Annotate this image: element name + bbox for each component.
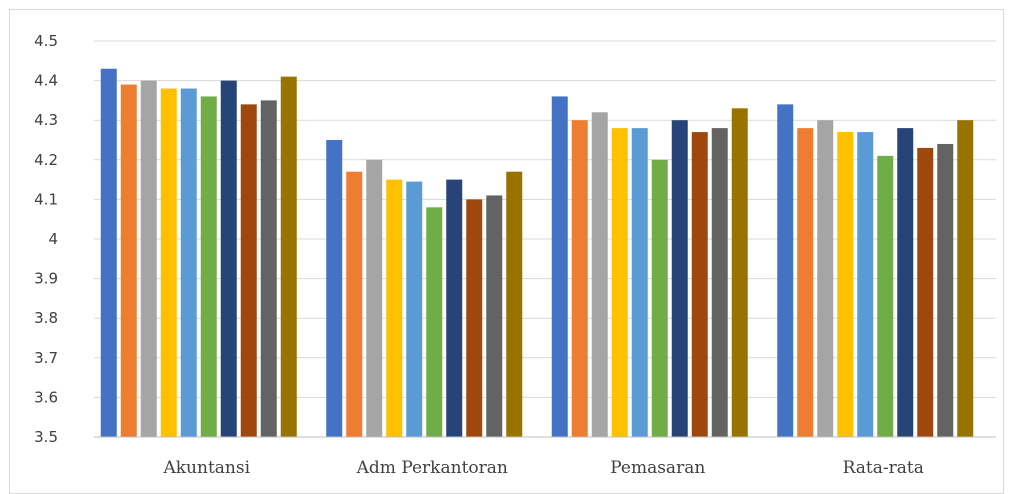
y-axis: 3.5 3.6 3.7 3.8 3.9 4 4.1 4.2 4.3 4.4 4.5: [34, 32, 58, 446]
bar: [817, 120, 834, 437]
bar: [837, 132, 854, 437]
bar: [180, 88, 197, 438]
bar: [551, 96, 568, 437]
y-tick-label: 3.7: [34, 349, 58, 367]
bar: [366, 159, 383, 438]
bar: [160, 88, 177, 438]
x-category-label: Akuntansi: [162, 458, 250, 478]
bar: [711, 128, 728, 437]
bar: [200, 96, 217, 437]
bar: [691, 132, 708, 437]
bar: [240, 104, 257, 438]
bar: [406, 181, 423, 437]
bar: [777, 104, 794, 438]
bar: [731, 108, 748, 437]
bar: [486, 195, 503, 437]
y-tick-label: 4: [48, 230, 58, 248]
bar: [426, 207, 443, 437]
bar: [100, 68, 117, 437]
bar: [857, 132, 874, 437]
bar: [957, 120, 974, 437]
y-tick-label: 3.5: [34, 428, 58, 446]
bar: [140, 80, 157, 437]
y-tick-label: 4.3: [34, 111, 58, 129]
y-tick-label: 4.5: [34, 32, 58, 50]
bar: [446, 179, 463, 437]
y-tick-label: 3.6: [34, 388, 58, 406]
bar: [611, 128, 628, 437]
bar: [220, 80, 237, 437]
bar: [260, 100, 277, 438]
bar: [506, 171, 523, 437]
bar: [671, 120, 688, 437]
x-category-label: Pemasaran: [610, 458, 705, 478]
bar: [937, 143, 954, 437]
bar: [386, 179, 403, 437]
bar: [466, 199, 483, 437]
x-category-label: Rata-rata: [843, 458, 924, 478]
bar: [326, 140, 343, 437]
y-tick-label: 4.1: [34, 190, 58, 208]
bar: [917, 147, 934, 438]
y-tick-label: 4.4: [34, 72, 58, 90]
y-tick-label: 3.9: [34, 270, 58, 288]
bar: [797, 128, 814, 437]
x-axis: Akuntansi Adm Perkantoran Pemasaran Rata-ra…: [94, 436, 996, 478]
bar: [571, 120, 588, 437]
y-tick-label: 3.8: [34, 309, 58, 327]
y-tick-label: 4.2: [34, 151, 58, 169]
bars: [100, 68, 974, 438]
bar: [897, 128, 914, 437]
bar: [346, 171, 363, 437]
bar: [120, 84, 137, 437]
bar: [877, 155, 894, 437]
bar: [631, 128, 648, 437]
bar: [651, 159, 668, 438]
x-category-label: Adm Perkantoran: [356, 458, 508, 478]
bar: [280, 76, 297, 437]
bar: [591, 112, 608, 437]
